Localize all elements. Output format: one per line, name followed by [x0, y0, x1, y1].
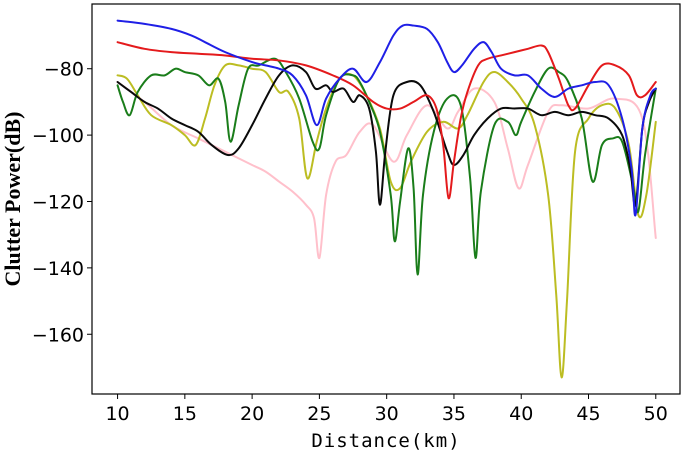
- x-axis-label: Distance(km): [311, 430, 460, 452]
- y-axis-label: Clutter Power(dB): [0, 112, 25, 287]
- series-line-6: [116, 19, 657, 217]
- y-tick-label: −160: [32, 324, 84, 346]
- series-line-2: [116, 62, 657, 379]
- x-tick-label: 25: [307, 403, 331, 425]
- series-line-5: [116, 41, 657, 200]
- series-line-3: [116, 57, 657, 276]
- x-tick-label: 15: [173, 403, 197, 425]
- y-tick-label: −140: [32, 258, 84, 280]
- x-tick-label: 20: [240, 403, 264, 425]
- x-tick-label: 50: [644, 403, 668, 425]
- x-tick-label: 40: [509, 403, 533, 425]
- y-tick-label: −120: [32, 191, 84, 213]
- x-tick-label: 35: [442, 403, 466, 425]
- y-tick-label: −100: [32, 125, 84, 147]
- x-tick-label: 30: [375, 403, 399, 425]
- x-tick-label: 45: [576, 403, 600, 425]
- series-group: [116, 19, 657, 379]
- x-axis: 10 15 20 25 30 35 40 45 50: [105, 394, 668, 425]
- plot-area: [91, 3, 681, 395]
- series-line-4: [116, 64, 657, 207]
- series-line-1: [116, 81, 657, 259]
- y-axis: −80 −100 −120 −140 −160: [32, 59, 92, 346]
- x-tick-label: 10: [105, 403, 129, 425]
- y-tick-label: −80: [44, 59, 84, 81]
